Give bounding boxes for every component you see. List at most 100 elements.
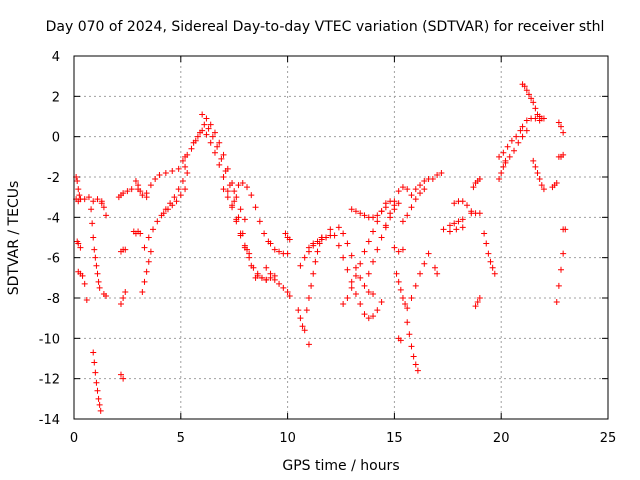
data-point [528,95,535,102]
data-point [122,246,129,253]
data-point [378,299,385,306]
data-point [169,202,176,209]
data-point [404,305,411,312]
data-point [233,218,240,225]
data-point [399,184,406,191]
data-point [534,169,541,176]
data-point [382,222,389,229]
data-point [472,303,479,310]
data-point [90,234,97,241]
data-point [117,371,124,378]
data-point [508,137,515,144]
data-point [459,198,466,205]
data-point [410,353,417,360]
data-point [485,250,492,257]
data-point [431,264,438,271]
data-point [395,200,402,207]
data-point [558,266,565,273]
data-point [536,176,543,183]
series-sat-aq [404,319,421,374]
data-point [560,250,567,257]
data-point [120,295,127,301]
data-point [540,186,547,193]
data-point [103,212,110,219]
axis-ticks [73,55,609,420]
data-point [434,270,441,277]
data-point [203,115,210,122]
data-point [523,117,530,124]
data-point [417,270,424,277]
data-point [374,218,381,225]
data-point [378,234,385,241]
data-point [231,198,238,205]
data-point [331,232,338,239]
data-point [344,266,351,273]
data-point [160,210,167,217]
x-tick-label: 0 [70,431,78,446]
data-point [540,115,547,122]
data-point [241,244,248,251]
series-sat-am [382,184,411,229]
data-point [374,212,381,219]
data-point [558,123,565,130]
data-point [141,244,148,251]
data-point [184,169,191,176]
series-sat-bc [481,230,498,277]
data-point [237,232,244,239]
data-point [194,133,201,140]
data-point [361,311,368,318]
data-point [523,127,530,134]
data-point [139,192,146,199]
data-point [75,240,82,247]
data-point [530,99,537,106]
data-point [246,254,253,261]
data-point [397,337,404,344]
series-sat-e [88,206,103,291]
data-point [267,270,274,277]
data-point [476,295,483,301]
data-point [374,307,381,314]
data-point [263,276,270,283]
data-point [286,292,293,299]
data-point [429,176,436,183]
data-point [357,210,364,217]
data-point [397,286,404,293]
data-point [476,176,483,183]
data-point [408,295,415,301]
data-point [340,230,347,237]
data-point [440,226,447,233]
data-point [395,278,402,285]
data-point [352,208,359,215]
series-sat-u [190,127,253,257]
y-tick-label: -2 [47,171,60,186]
data-point [145,234,152,241]
data-point [74,178,81,185]
data-point [239,180,246,187]
data-point [94,270,101,277]
data-point [412,196,419,203]
data-point [305,244,312,251]
data-point [252,204,259,211]
data-point [399,218,406,225]
data-point [94,387,101,394]
data-point [348,284,355,291]
series-sat-ao [393,270,409,308]
data-point [237,206,244,213]
series-sat-av [431,264,441,277]
data-point [308,282,315,289]
data-point [370,258,377,265]
data-point [404,319,411,326]
data-point [370,214,377,221]
data-point [361,282,368,289]
data-point [100,204,107,211]
data-point [451,220,458,227]
data-point [412,282,419,289]
data-point [344,295,351,301]
data-point [487,258,494,265]
data-point [218,155,225,162]
data-point [182,163,189,170]
y-tick-label: -14 [39,413,60,428]
data-point [92,369,99,376]
data-point [216,139,223,146]
